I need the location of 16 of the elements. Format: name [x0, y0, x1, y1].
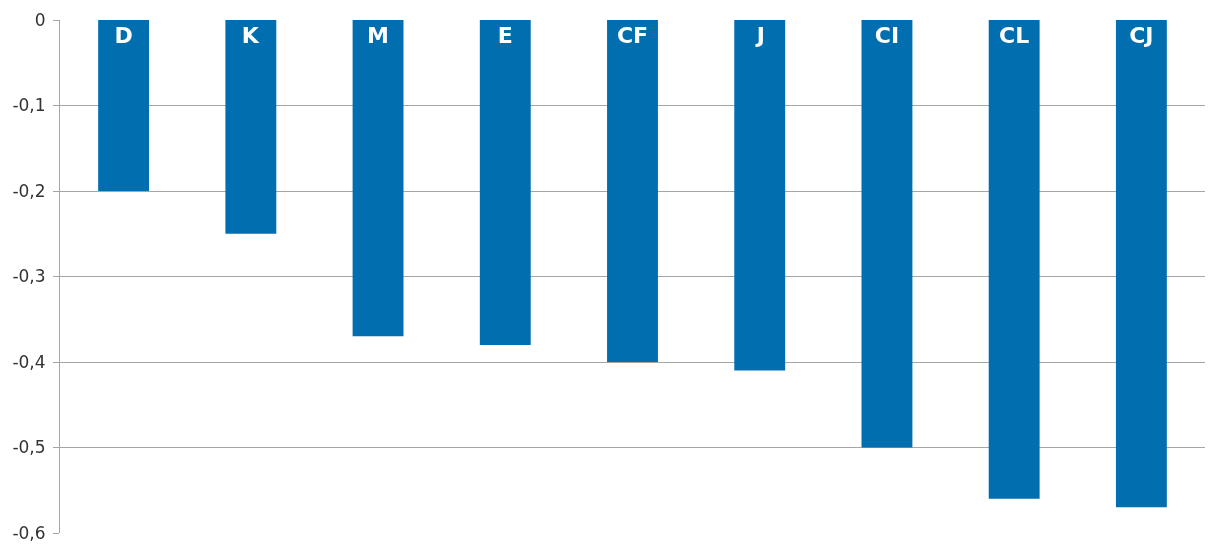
x-tick-label: CI — [874, 23, 900, 48]
y-tick-label: 0 — [34, 9, 46, 30]
y-tick-label: -0,5 — [12, 437, 46, 458]
x-tick-label: M — [367, 23, 390, 48]
y-tick-label: -0,1 — [12, 95, 46, 116]
y-tick-label: -0,6 — [12, 522, 46, 543]
x-tick-label: CF — [616, 23, 649, 48]
x-tick-label: CJ — [1129, 23, 1154, 48]
x-tick-label: E — [497, 23, 513, 48]
x-tick-label: J — [754, 23, 765, 48]
x-tick-label: CL — [999, 23, 1030, 48]
x-tick-label: D — [114, 23, 133, 48]
y-tick-label: -0,3 — [12, 266, 46, 287]
y-tick-label: -0,2 — [12, 180, 46, 201]
y-tick-label: -0,4 — [12, 351, 46, 372]
x-tick-label: K — [241, 23, 260, 48]
